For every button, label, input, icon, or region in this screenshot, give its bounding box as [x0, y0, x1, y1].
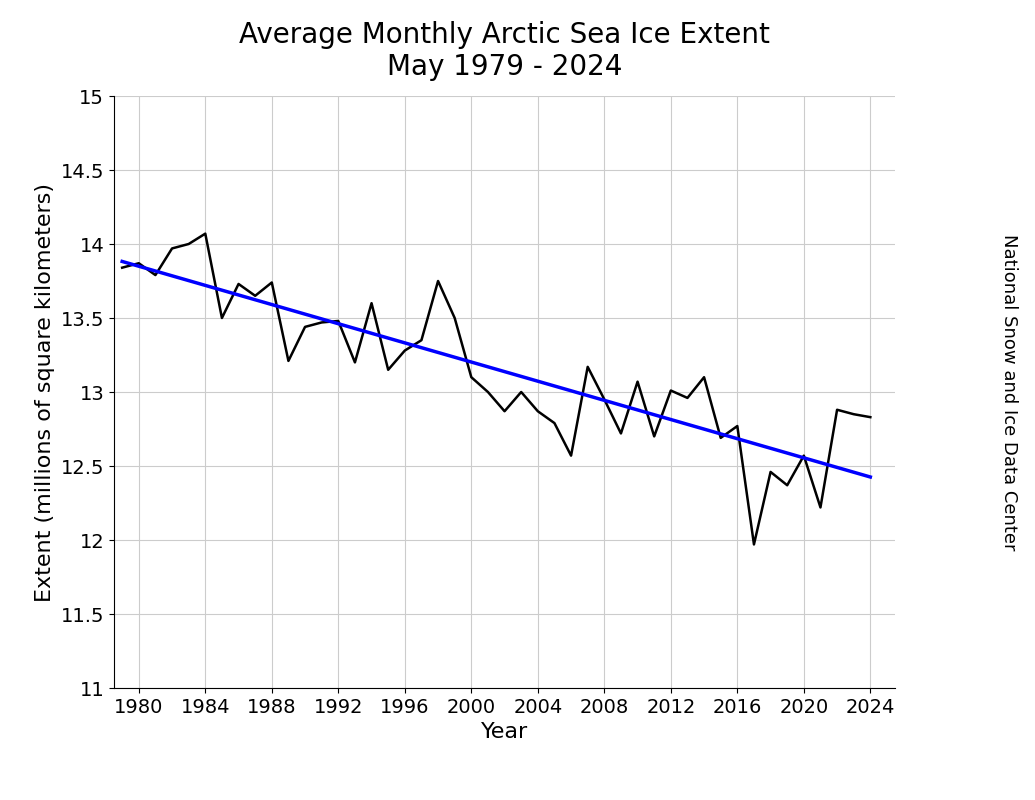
- Title: Average Monthly Arctic Sea Ice Extent
May 1979 - 2024: Average Monthly Arctic Sea Ice Extent Ma…: [239, 21, 770, 81]
- Y-axis label: Extent (millions of square kilometers): Extent (millions of square kilometers): [35, 182, 55, 602]
- Text: National Snow and Ice Data Center: National Snow and Ice Data Center: [1000, 234, 1018, 550]
- X-axis label: Year: Year: [481, 722, 528, 742]
